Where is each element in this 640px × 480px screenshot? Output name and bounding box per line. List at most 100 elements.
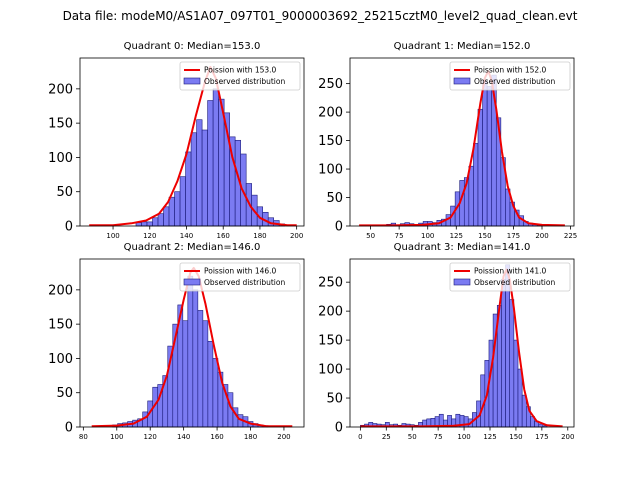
histogram-bar xyxy=(521,394,527,428)
x-tick-label: 150 xyxy=(509,433,522,441)
poisson-model-line xyxy=(360,268,563,428)
x-tick-label: 75 xyxy=(395,232,404,240)
histogram-bar xyxy=(187,275,194,428)
y-tick-label: 250 xyxy=(318,77,343,92)
histogram-bar xyxy=(538,423,544,428)
legend-observed-swatch xyxy=(453,77,471,85)
x-tick-label: 160 xyxy=(217,232,230,240)
histogram-bar xyxy=(473,143,479,227)
histogram-bar xyxy=(182,320,189,428)
legend-observed-swatch xyxy=(183,278,201,286)
x-tick-label: 125 xyxy=(450,232,463,240)
histogram-bar xyxy=(163,206,170,227)
y-tick-label: 100 xyxy=(48,352,73,367)
y-tick-label: 200 xyxy=(48,283,73,298)
histogram-bar xyxy=(185,151,192,227)
legend-box xyxy=(449,262,571,292)
quadrant-0-title: Quadrant 0: Median=153.0 xyxy=(124,41,261,52)
legend-observed-label: Observed distribution xyxy=(204,77,285,86)
quadrant-0-panel: Quadrant 0: Median=153.0 0 50 100 150 200 100 1… xyxy=(48,41,305,240)
legend-observed-label: Observed distribution xyxy=(204,278,285,287)
y-tick-label: 0 xyxy=(65,421,73,436)
x-tick-label: 200 xyxy=(290,232,303,240)
axes-frame xyxy=(79,57,305,227)
y-tick-label: 50 xyxy=(326,191,343,206)
histogram-bar xyxy=(202,320,209,428)
figure-suptitle: Data file: modeM0/AS1A07_097T01_90000036… xyxy=(63,9,578,23)
x-tick-label: 75 xyxy=(434,433,443,441)
x-tick-label: 125 xyxy=(483,433,496,441)
y-tick-label: 200 xyxy=(318,305,343,320)
x-tick-label: 25 xyxy=(382,433,391,441)
histogram-bar xyxy=(192,289,199,428)
histogram-bar xyxy=(196,119,203,227)
histogram-bar xyxy=(509,299,515,428)
y-tick-label: 50 xyxy=(56,386,73,401)
legend: Poission with 152.0 Observed distribution xyxy=(449,61,571,91)
y-tick-label: 0 xyxy=(335,421,343,436)
y-tick-label: 250 xyxy=(318,276,343,291)
y-tick-label: 50 xyxy=(326,392,343,407)
legend-box xyxy=(179,262,301,292)
quadrant-panels: Quadrant 0: Median=153.0 0 50 100 150 200 100 1… xyxy=(48,41,577,441)
y-tick-label: 200 xyxy=(318,106,343,121)
axes-frame xyxy=(349,57,575,227)
x-tick-label: 160 xyxy=(210,433,223,441)
quadrant-1-title: Quadrant 1: Median=152.0 xyxy=(394,41,531,52)
histogram-bar xyxy=(468,165,474,227)
legend-model-label: Poission with 152.0 xyxy=(474,66,547,75)
histogram-bar xyxy=(501,278,506,428)
legend-observed-label: Observed distribution xyxy=(474,278,555,287)
histogram-bar xyxy=(477,108,483,227)
x-tick-label: 175 xyxy=(507,232,520,240)
histogram-bar xyxy=(207,340,214,428)
x-tick-label: 100 xyxy=(457,433,470,441)
histogram-bar xyxy=(201,129,208,227)
legend-box xyxy=(449,61,571,91)
legend: Poission with 153.0 Observed distribution xyxy=(179,61,301,91)
x-tick-label: 225 xyxy=(564,232,577,240)
y-tick-label: 0 xyxy=(335,220,343,235)
x-tick-label: 200 xyxy=(535,232,548,240)
y-tick-label: 200 xyxy=(48,82,73,97)
histogram-bar xyxy=(179,176,186,227)
legend-observed-swatch xyxy=(453,278,471,286)
quadrant-3-title: Quadrant 3: Median=141.0 xyxy=(394,242,531,253)
histogram-bar xyxy=(197,310,204,428)
x-tick-label: 50 xyxy=(408,433,417,441)
x-tick-label: 80 xyxy=(79,433,88,441)
x-tick-label: 50 xyxy=(366,232,375,240)
histogram-bar xyxy=(517,368,523,428)
quadrant-1-panel: Quadrant 1: Median=152.0 0 50 100 150 200 250 5… xyxy=(318,41,577,240)
y-tick-label: 150 xyxy=(318,334,343,349)
legend-observed-swatch xyxy=(183,77,201,85)
y-tick-label: 100 xyxy=(318,163,343,178)
histogram-bar xyxy=(141,221,148,227)
x-tick-label: 200 xyxy=(561,433,574,441)
histogram-bar xyxy=(482,80,488,227)
histogram-bar xyxy=(190,132,197,227)
y-tick-label: 150 xyxy=(48,117,73,132)
legend-model-label: Poission with 141.0 xyxy=(474,267,547,276)
x-tick-label: 120 xyxy=(143,232,156,240)
legend-observed-label: Observed distribution xyxy=(474,77,555,86)
axes-frame xyxy=(79,258,305,428)
x-tick-label: 100 xyxy=(106,232,119,240)
legend-model-label: Poission with 153.0 xyxy=(204,66,277,75)
x-tick-label: 140 xyxy=(177,433,190,441)
x-tick-label: 200 xyxy=(277,433,290,441)
x-tick-label: 120 xyxy=(144,433,157,441)
x-tick-label: 150 xyxy=(478,232,491,240)
y-tick-label: 150 xyxy=(48,318,73,333)
legend: Poission with 141.0 Observed distribution xyxy=(449,262,571,292)
quadrant-2-title: Quadrant 2: Median=146.0 xyxy=(124,242,261,253)
histogram-bar xyxy=(486,86,493,227)
x-tick-label: 100 xyxy=(421,232,434,240)
histogram-bar xyxy=(207,100,214,227)
histogram-bar xyxy=(212,88,219,227)
x-tick-label: 140 xyxy=(180,232,193,240)
y-tick-label: 100 xyxy=(48,151,73,166)
legend-box xyxy=(179,61,301,91)
x-tick-label: 0 xyxy=(358,433,362,441)
